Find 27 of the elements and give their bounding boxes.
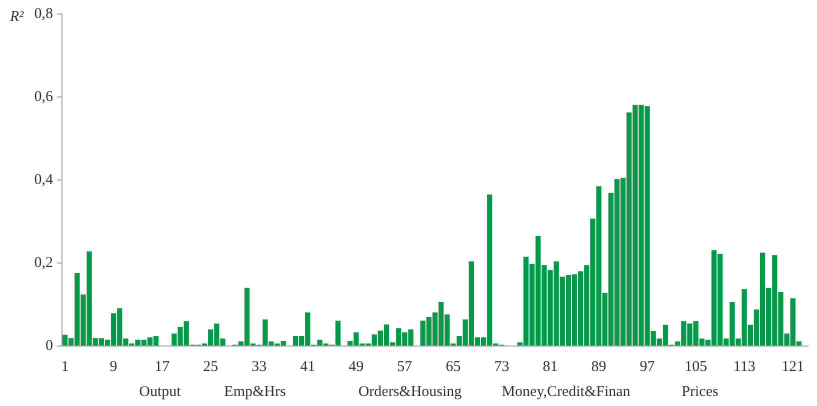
x-tick-label: 65 (446, 358, 461, 375)
x-tick-label: 73 (494, 358, 510, 375)
text: Money,Credit&Finan (502, 384, 631, 400)
x-tick-label: 97 (640, 358, 656, 375)
x-tick-label: 121 (782, 358, 804, 375)
x-tick-label: 105 (684, 358, 708, 375)
x-tick-label: 113 (733, 358, 756, 375)
x-tick-label: 33 (252, 358, 267, 375)
y-tick-label: 0,6 (34, 88, 54, 105)
text: Emp&Hrs (224, 384, 286, 400)
y-tick-label: 0,4 (34, 172, 54, 188)
x-tick-label: 25 (203, 358, 218, 375)
x-tick-label: 17 (154, 358, 170, 375)
x-tick-label: 57 (397, 358, 413, 375)
text: Orders&Housing (358, 384, 462, 400)
x-tick-label: 1 (61, 358, 69, 375)
y-tick-label: 0 (46, 338, 53, 354)
y-axis-title: R² (9, 8, 24, 25)
x-tick-label: 41 (300, 358, 316, 375)
x-tick-label: 81 (542, 358, 558, 375)
x-tick-label: 89 (591, 358, 606, 375)
x-tick-label: 9 (110, 358, 118, 375)
y-tick-label: 0,8 (34, 6, 53, 22)
x-tick-label: 49 (348, 358, 364, 375)
y-tick-label: 0,2 (34, 254, 53, 271)
text: Prices (682, 384, 718, 400)
text: Output (139, 384, 182, 400)
